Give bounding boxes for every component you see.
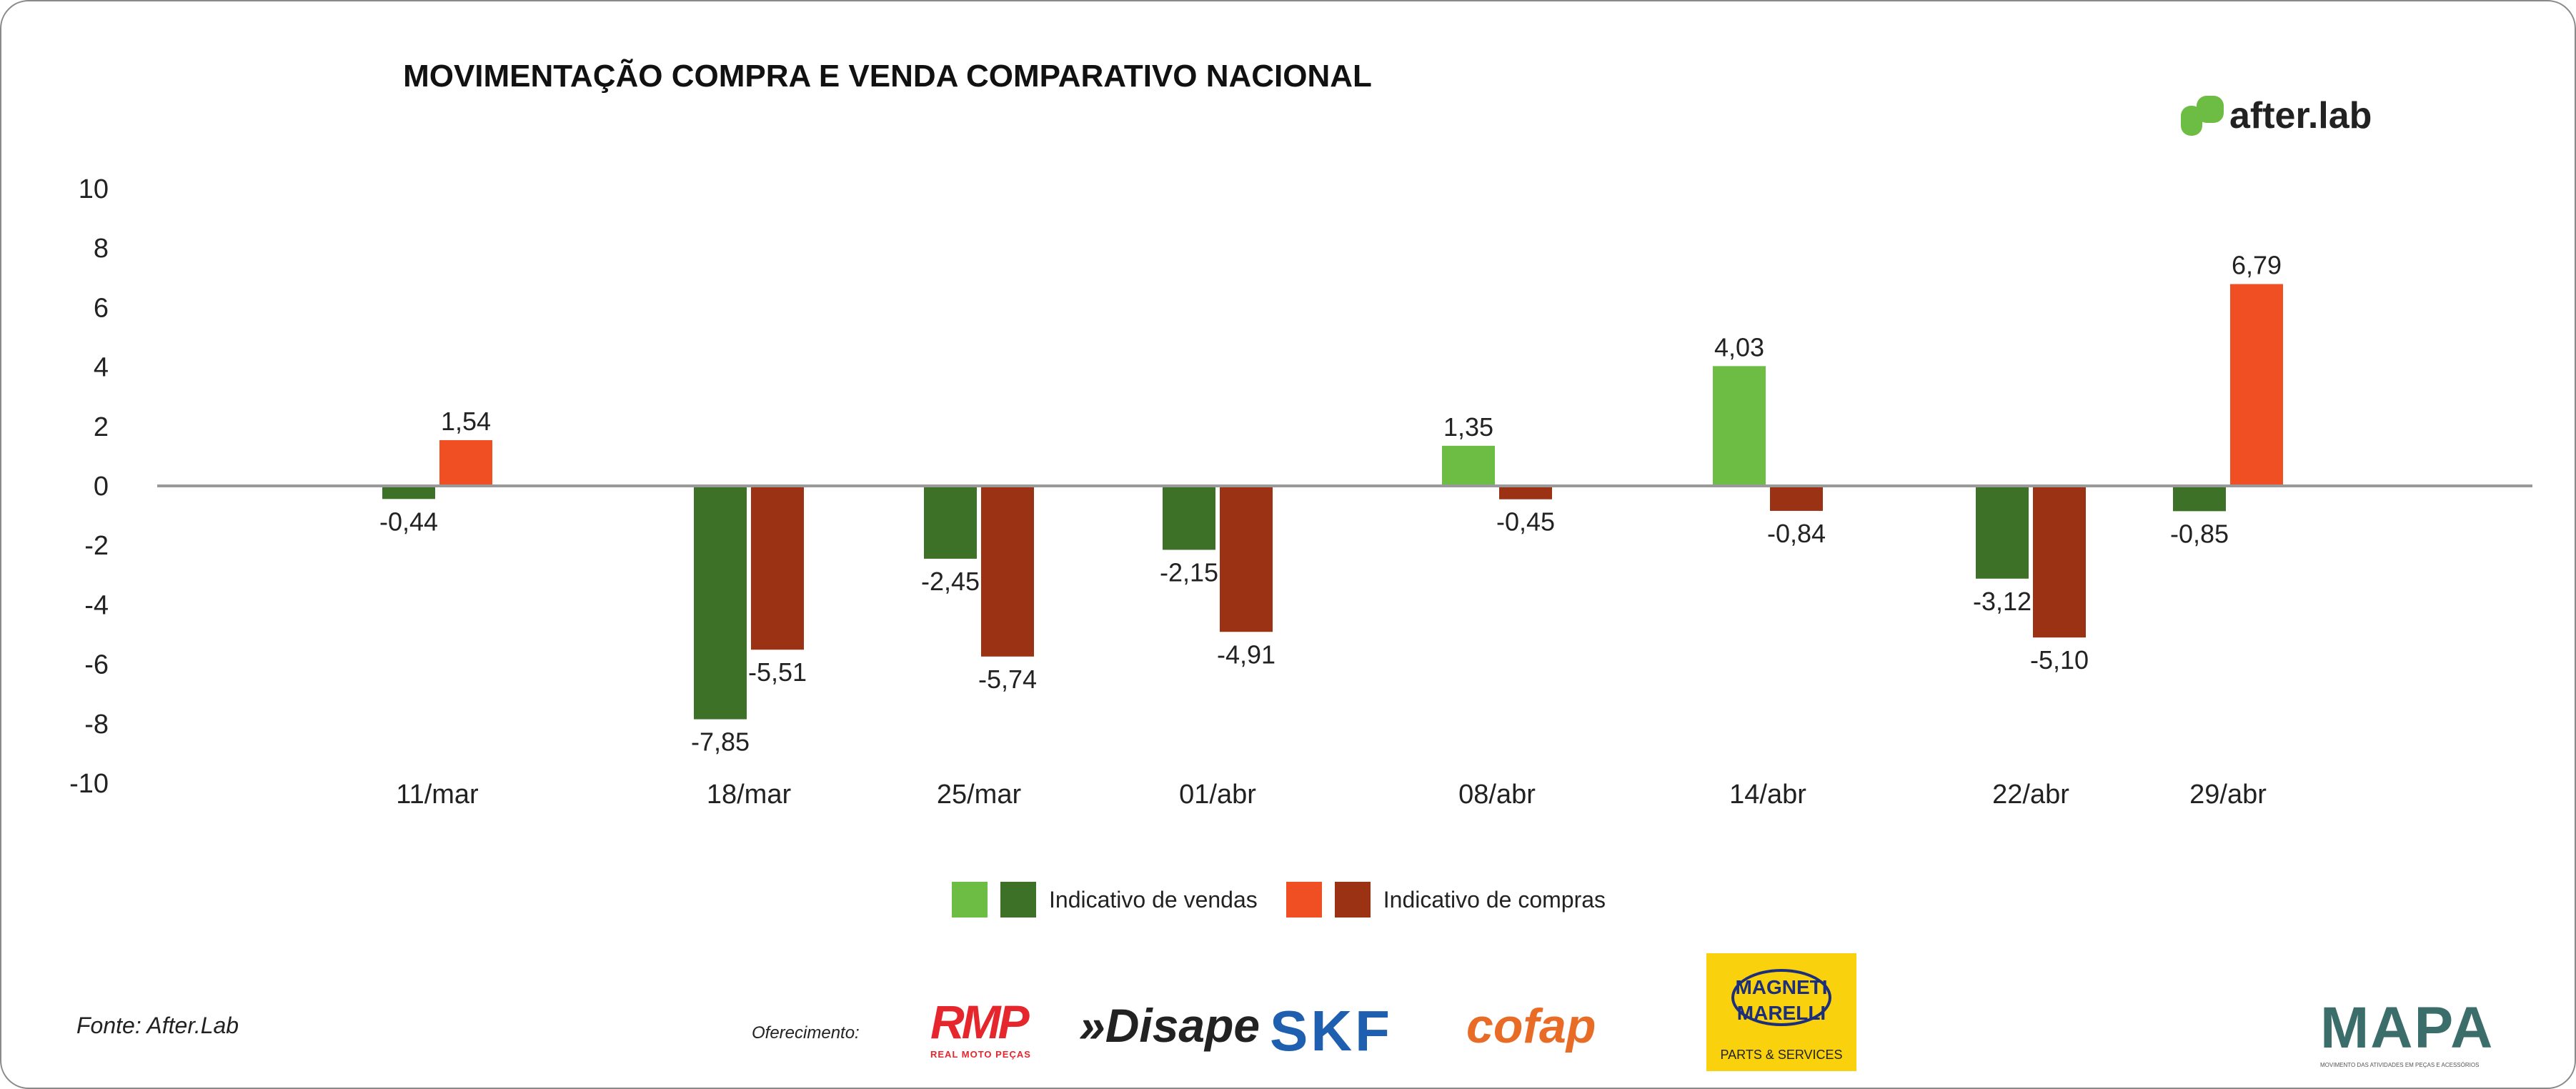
- x-tick-label: 22/abr: [1992, 780, 2069, 810]
- legend-swatch-purchases-positive: [1285, 882, 1322, 918]
- bar-purchases: [1499, 486, 1552, 499]
- x-tick-label: 11/mar: [396, 780, 479, 810]
- bar-sales: [382, 486, 435, 499]
- x-tick-label: 18/mar: [707, 780, 792, 810]
- bar-sales: [694, 486, 747, 720]
- y-tick-label: -10: [69, 769, 109, 799]
- data-label: -2,15: [1160, 557, 1218, 587]
- y-tick-label: -8: [84, 710, 109, 740]
- data-label: -3,12: [1973, 587, 2032, 616]
- data-label: 1,35: [1443, 412, 1493, 442]
- data-label: -0,44: [379, 507, 438, 536]
- afterlab-icon: [2181, 96, 2224, 136]
- bar-purchases: [2033, 486, 2086, 638]
- bar-purchases: [439, 439, 492, 486]
- cofap-logo: cofap: [1466, 999, 1596, 1053]
- data-label: -0,85: [2170, 519, 2229, 548]
- mapa-logo: MAPA MOVIMENTO DAS ATIVIDADES EM PEÇAS E …: [2320, 995, 2495, 1068]
- disape-logo: »Disape: [1079, 999, 1260, 1052]
- y-tick-label: -4: [84, 590, 109, 620]
- bar-purchases: [981, 486, 1034, 657]
- legend-swatch-purchases-negative: [1334, 882, 1371, 918]
- data-label: 1,54: [441, 407, 491, 436]
- x-tick-label: 01/abr: [1179, 780, 1256, 810]
- bar-sales: [2173, 486, 2226, 512]
- chart-title: MOVIMENTAÇÃO COMPRA E VENDA COMPARATIVO …: [403, 59, 1372, 94]
- bar-purchases: [751, 486, 804, 650]
- bar-purchases: [2230, 284, 2283, 486]
- x-tick-label: 25/mar: [937, 780, 1022, 810]
- afterlab-logo: after.lab: [2181, 94, 2372, 137]
- bar-sales: [1976, 486, 2029, 579]
- data-label: 4,03: [1714, 332, 1764, 362]
- bar-sales: [1442, 445, 1495, 486]
- y-tick-label: 0: [94, 472, 109, 502]
- data-label: 6,79: [2232, 251, 2282, 280]
- bar-sales: [924, 486, 977, 559]
- y-tick-label: 2: [94, 412, 109, 442]
- data-label: -0,45: [1496, 507, 1555, 537]
- data-label: -0,84: [1767, 519, 1826, 548]
- data-label: -5,74: [978, 665, 1037, 694]
- data-label: -5,10: [2030, 645, 2089, 675]
- legend-label-purchases: Indicativo de compras: [1383, 886, 1606, 913]
- x-tick-label: 29/abr: [2189, 780, 2267, 810]
- x-tick-label: 14/abr: [1729, 780, 1806, 810]
- y-tick-label: 10: [79, 174, 109, 204]
- data-label: -5,51: [748, 657, 807, 687]
- data-label: -4,91: [1217, 640, 1275, 669]
- y-tick-label: 8: [94, 234, 109, 264]
- source-note: Fonte: After.Lab: [76, 1013, 239, 1038]
- y-tick-label: 4: [94, 353, 109, 383]
- x-tick-label: 08/abr: [1458, 780, 1536, 810]
- bar-purchases: [1220, 486, 1273, 632]
- bar-sales: [1713, 366, 1766, 486]
- sponsor-label: Oferecimento:: [752, 1023, 860, 1043]
- bar-sales: [1163, 486, 1215, 550]
- brand-name: after.lab: [2229, 95, 2372, 136]
- y-tick-label: -2: [84, 531, 109, 561]
- legend-swatch-sales-negative: [1000, 882, 1036, 918]
- legend-label-sales: Indicativo de vendas: [1049, 886, 1258, 913]
- legend-swatch-sales-positive: [952, 882, 988, 918]
- magneti-marelli-logo: MAGNETI MARELLI PARTS & SERVICES: [1706, 953, 1856, 1071]
- bar-purchases: [1770, 486, 1823, 511]
- data-label: -2,45: [921, 567, 980, 596]
- rmp-logo: RMP REAL MOTO PEÇAS: [930, 995, 1031, 1060]
- y-tick-label: -6: [84, 650, 109, 680]
- skf-logo: SKF: [1270, 999, 1393, 1063]
- data-label: -7,85: [691, 727, 750, 757]
- legend: Indicativo de vendas Indicativo de compr…: [952, 882, 1606, 918]
- bar-chart: 10 8 6 4 2 0 -2 -4 -6 -8 -10 11/mar 18/mar 25/mar 01/a…: [69, 174, 2532, 810]
- y-tick-label: 6: [94, 293, 109, 323]
